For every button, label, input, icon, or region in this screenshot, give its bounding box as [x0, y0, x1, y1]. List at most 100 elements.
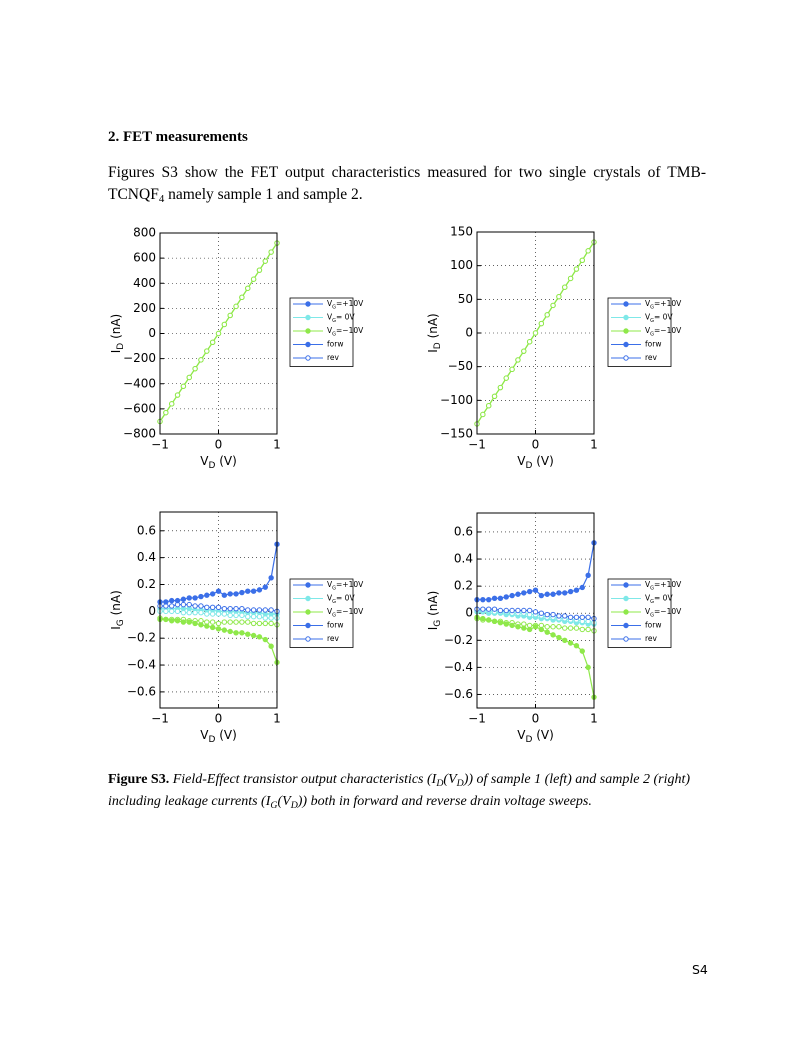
- data-point: [573, 587, 580, 593]
- data-point: [573, 625, 580, 631]
- y-tick-label: −0.6: [444, 687, 473, 701]
- data-point: [480, 615, 486, 622]
- y-axis-label: IG (nA): [109, 590, 126, 630]
- label-part: forw: [327, 340, 343, 349]
- label-part: D: [116, 343, 126, 350]
- label-part: V: [517, 454, 526, 468]
- legend-label: rev: [327, 634, 340, 643]
- data-point: [503, 375, 509, 381]
- data-point: [262, 615, 268, 621]
- data-point: [550, 632, 556, 638]
- data-point: [233, 591, 239, 597]
- data-point: [262, 620, 268, 627]
- data-point: [515, 624, 521, 630]
- label-part: =+10V: [336, 580, 364, 589]
- data-point: [186, 609, 192, 616]
- y-tick-label: 800: [133, 226, 156, 240]
- x-tick-label: −1: [468, 438, 486, 452]
- label-part: G: [433, 620, 443, 627]
- data-point: [526, 626, 533, 633]
- data-point: [538, 626, 545, 633]
- data-point: [567, 588, 574, 595]
- data-point: [585, 572, 591, 578]
- label-part: rev: [645, 353, 658, 362]
- data-point: [256, 607, 263, 613]
- data-point: [209, 591, 216, 597]
- data-point: [521, 590, 527, 596]
- data-point: [268, 607, 274, 613]
- legend-marker: [623, 582, 629, 588]
- data-point: [180, 596, 187, 602]
- data-point: [227, 628, 233, 635]
- label-part: V: [645, 594, 651, 603]
- y-tick-label: −0.6: [127, 684, 156, 698]
- data-point: [186, 374, 192, 381]
- x-tick-label: 1: [273, 712, 281, 726]
- data-point: [262, 607, 268, 613]
- data-point: [198, 593, 204, 600]
- label-part: G: [332, 317, 336, 323]
- data-point: [204, 623, 210, 629]
- label-part: (V): [532, 454, 553, 468]
- text: Field-Effect transistor output character…: [169, 772, 437, 787]
- y-axis-label: ID (nA): [109, 314, 126, 353]
- x-axis-label: VD (V): [200, 454, 237, 471]
- y-tick-label: 100: [450, 258, 473, 272]
- data-point: [245, 614, 251, 620]
- data-point: [567, 614, 574, 620]
- y-tick-label: 0.4: [137, 550, 156, 564]
- y-tick-label: 150: [450, 225, 473, 239]
- data-point: [544, 312, 550, 318]
- data-point: [268, 575, 274, 581]
- label-part: rev: [645, 634, 658, 643]
- data-point: [233, 303, 239, 310]
- data-point: [233, 612, 239, 619]
- data-point: [585, 248, 591, 254]
- legend-label: VG=+10V: [327, 580, 364, 591]
- legend-box: [607, 578, 672, 648]
- subscript: 4: [158, 193, 165, 205]
- data-point: [544, 624, 550, 630]
- data-point: [198, 622, 204, 628]
- data-point: [192, 603, 198, 609]
- legend-label: forw: [327, 340, 343, 349]
- subscript: D: [436, 778, 444, 789]
- legend-marker: [623, 328, 629, 334]
- data-point: [163, 608, 169, 615]
- y-tick-label: −50: [448, 359, 473, 373]
- data-point: [256, 587, 263, 593]
- data-point: [503, 594, 509, 600]
- data-point: [544, 611, 550, 618]
- x-tick-label: 0: [532, 438, 540, 452]
- data-point: [532, 330, 539, 336]
- data-point: [480, 596, 486, 603]
- data-point: [556, 634, 562, 641]
- data-point: [579, 584, 585, 591]
- data-point: [486, 403, 492, 409]
- y-tick-label: −600: [123, 401, 156, 415]
- data-point: [215, 611, 222, 617]
- data-point: [491, 595, 498, 602]
- label-part: D: [208, 735, 215, 745]
- data-point: [562, 637, 568, 643]
- data-point: [268, 615, 274, 621]
- text: (V: [443, 772, 457, 787]
- text: namely sample 1 and sample 2.: [164, 186, 363, 203]
- label-part: = 0V: [336, 594, 355, 603]
- data-point: [556, 293, 562, 300]
- label-part: V: [327, 313, 333, 322]
- legend-label: VG=+10V: [327, 299, 364, 310]
- data-point: [503, 621, 509, 627]
- data-point: [491, 606, 498, 612]
- label-part: forw: [327, 621, 343, 630]
- legend-marker: [305, 582, 311, 588]
- label-part: I: [426, 349, 440, 353]
- x-axis-label: VD (V): [200, 728, 237, 745]
- label-part: =−10V: [336, 326, 364, 335]
- data-point: [215, 620, 222, 627]
- paragraph: Figures S3 show the FET output character…: [108, 162, 706, 206]
- label-part: rev: [327, 634, 340, 643]
- data-point: [245, 607, 251, 613]
- label-part: V: [327, 594, 333, 603]
- label-part: V: [327, 580, 333, 589]
